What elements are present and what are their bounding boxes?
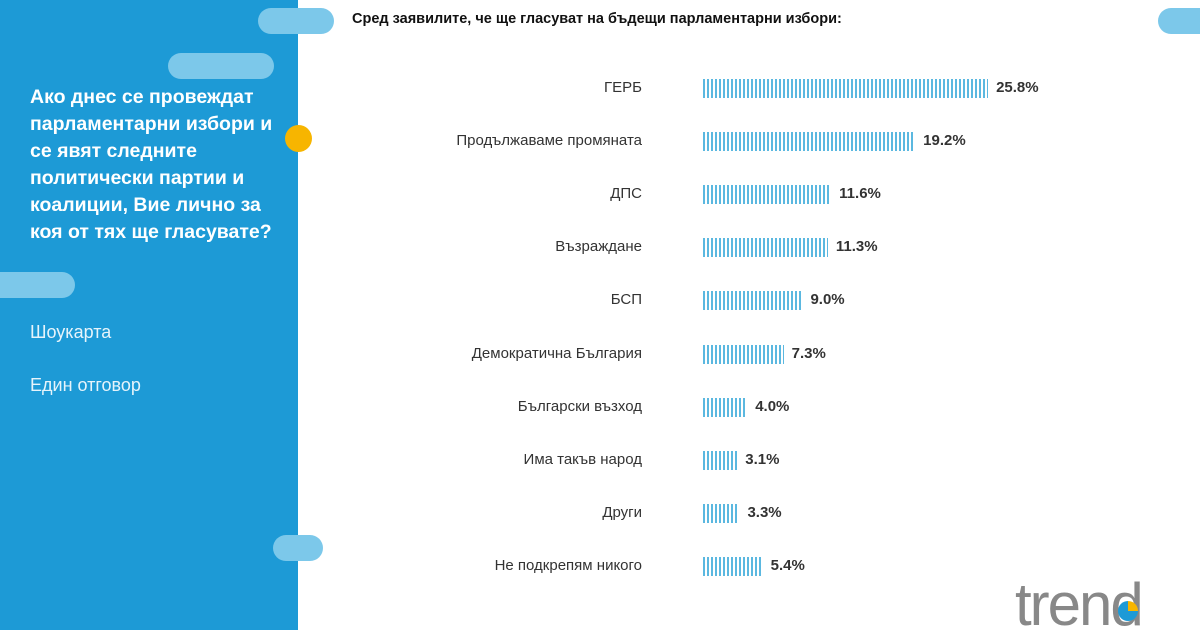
- note-single-answer: Един отговор: [30, 375, 141, 395]
- trend-logo: trend: [1015, 575, 1144, 635]
- bar: [703, 450, 738, 470]
- decor-pill: [1158, 8, 1200, 34]
- bar: [703, 79, 989, 98]
- decor-pill: [168, 53, 274, 79]
- left-panel: Ако днес се провеждат парламентарни избо…: [0, 0, 298, 630]
- value-label: 11.6%: [839, 185, 881, 203]
- bar: [703, 291, 803, 311]
- value-label: 7.3%: [791, 344, 826, 362]
- accent-dot: [285, 125, 312, 152]
- value-label: 11.3%: [835, 238, 878, 256]
- category-label: Не подкрепям никого: [494, 556, 642, 574]
- category-label: Продължаваме промяната: [456, 132, 642, 150]
- category-label: Демократична България: [471, 344, 642, 362]
- chart-title: Сред заявилите, че ще гласуват на бъдещи…: [352, 11, 842, 27]
- decor-pill: [258, 8, 334, 34]
- note-showcard: Шоукарта: [30, 322, 112, 342]
- bar: [703, 238, 828, 258]
- bar: [703, 556, 763, 576]
- category-label: Други: [602, 503, 642, 521]
- category-label: Има такъв народ: [523, 450, 642, 468]
- decor-pill: [0, 272, 75, 298]
- decor-pill: [273, 535, 323, 561]
- value-label: 4.0%: [755, 397, 790, 415]
- category-label: БСП: [610, 291, 642, 309]
- value-label: 19.2%: [923, 132, 966, 150]
- question-text: Ако днес се провеждат парламентарни избо…: [30, 86, 273, 243]
- bar: [703, 185, 832, 205]
- bar: [703, 503, 740, 523]
- bar: [703, 344, 784, 364]
- category-label: ДПС: [610, 185, 642, 203]
- value-label: 5.4%: [770, 556, 805, 574]
- category-label: Възраждане: [555, 238, 642, 256]
- bar: [703, 132, 916, 152]
- category-label: Български възход: [517, 397, 642, 415]
- pie-icon: [1118, 601, 1139, 621]
- value-label: 25.8%: [996, 79, 1039, 96]
- bar: [703, 397, 748, 417]
- category-label: ГЕРБ: [604, 79, 642, 96]
- value-label: 9.0%: [810, 291, 845, 309]
- value-label: 3.3%: [747, 503, 782, 521]
- value-label: 3.1%: [745, 450, 780, 468]
